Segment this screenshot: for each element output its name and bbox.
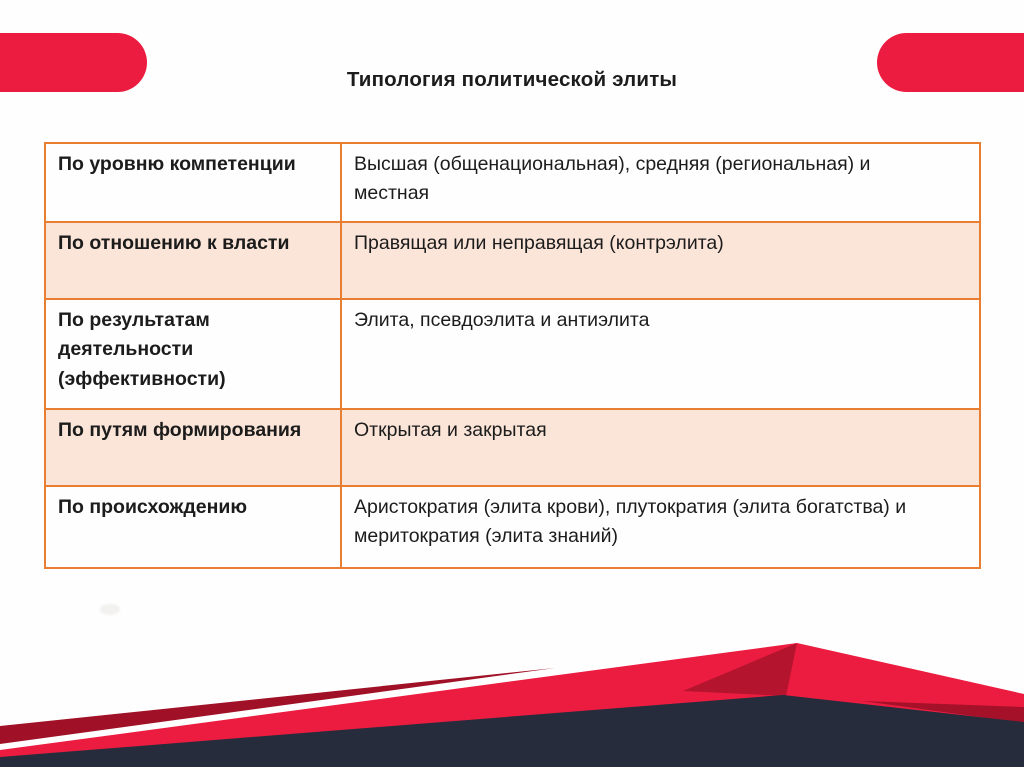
typology-table: По уровню компетенции Высшая (общенацион… [44, 142, 981, 569]
watermark-smudge [100, 604, 120, 615]
top-right-accent-bar [877, 33, 1024, 92]
top-left-accent-bar [0, 33, 147, 92]
slide-title: Типология политической элиты [346, 68, 678, 91]
table-row: По результатам деятельности (эффективнос… [44, 298, 981, 410]
row-label-cell: По отношению к власти [44, 221, 342, 300]
maroon-streak-shape [0, 668, 555, 744]
row-value-cell: Высшая (общенациональная), средняя (реги… [340, 142, 981, 223]
row-value-cell: Аристократия (элита крови), плутократия … [340, 485, 981, 569]
table-row: По путям формирования Открытая и закрыта… [44, 408, 981, 487]
row-label-cell: По путям формирования [44, 408, 342, 487]
row-label-cell: По происхождению [44, 485, 342, 569]
table-row: По уровню компетенции Высшая (общенацион… [44, 142, 981, 223]
bottom-decoration [0, 643, 1024, 767]
row-value-cell: Открытая и закрытая [340, 408, 981, 487]
table-row: По происхождению Аристократия (элита кро… [44, 485, 981, 569]
table-row: По отношению к власти Правящая или непра… [44, 221, 981, 300]
peak-shadow-shape [683, 643, 797, 696]
row-value-cell: Элита, псевдоэлита и антиэлита [340, 298, 981, 410]
row-label-cell: По уровню компетенции [44, 142, 342, 223]
row-value-cell: Правящая или неправящая (контрэлита) [340, 221, 981, 300]
row-label-cell: По результатам деятельности (эффективнос… [44, 298, 342, 410]
navy-foreground-shape [0, 695, 1024, 767]
